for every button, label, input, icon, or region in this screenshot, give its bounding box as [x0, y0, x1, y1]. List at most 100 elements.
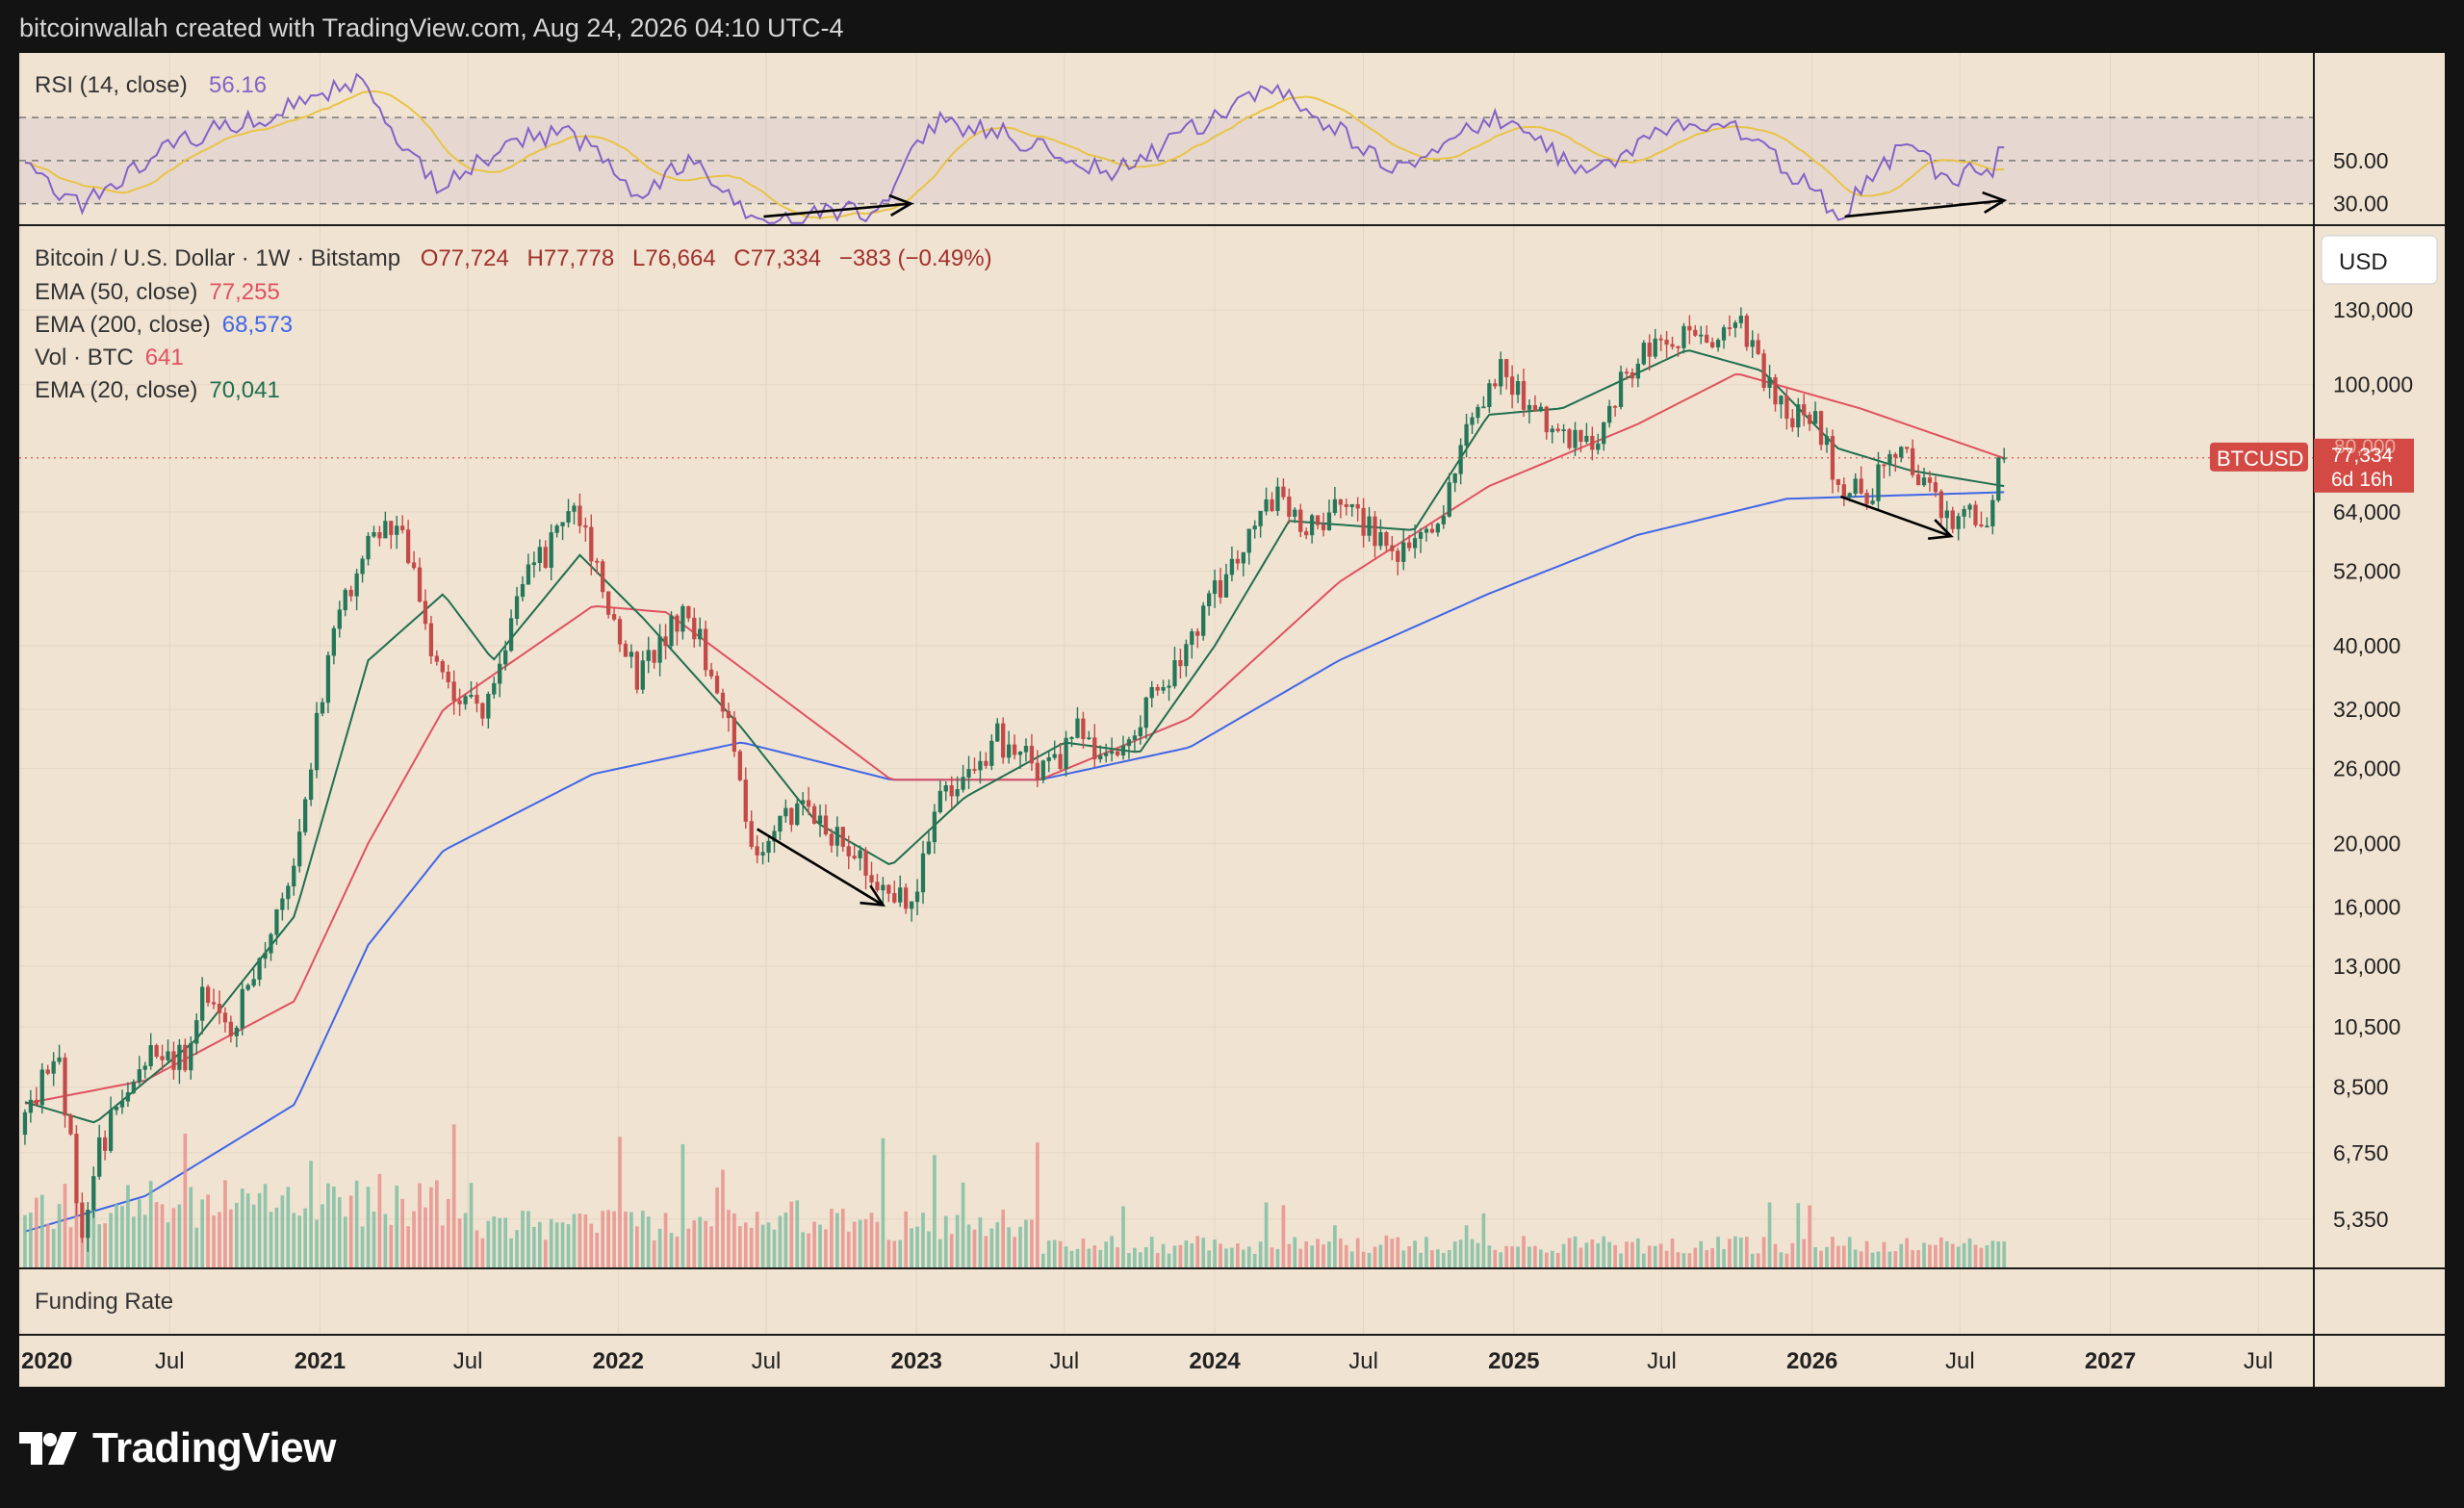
- volume-bar: [1653, 1245, 1657, 1268]
- volume-bar: [1950, 1243, 1955, 1268]
- tradingview-logo[interactable]: TradingView: [19, 1424, 336, 1472]
- candle-body: [22, 1112, 28, 1136]
- volume-bar: [1499, 1252, 1503, 1268]
- candle-body: [1092, 737, 1097, 760]
- price-tick-label: 20,000: [2333, 831, 2400, 856]
- candle-body: [1973, 504, 1978, 525]
- candle-body: [1504, 359, 1509, 377]
- volume-bar: [1859, 1251, 1863, 1268]
- volume-bar: [933, 1155, 937, 1268]
- volume-bar: [1040, 1253, 1045, 1268]
- volume-bar: [801, 1232, 806, 1268]
- volume-bar: [1510, 1246, 1514, 1268]
- volume-bar: [652, 1240, 656, 1268]
- candle-body: [446, 671, 450, 682]
- volume-bar: [1138, 1252, 1142, 1268]
- currency-button[interactable]: USD: [2321, 235, 2438, 285]
- candle-body: [766, 840, 771, 854]
- volume-bar: [1853, 1249, 1858, 1268]
- volume-bar: [830, 1209, 834, 1268]
- volume-bar: [126, 1185, 130, 1268]
- volume-bar: [955, 1214, 960, 1268]
- tradingview-logo-text: TradingView: [92, 1424, 336, 1471]
- candle-body: [1555, 428, 1560, 432]
- candle-body: [1109, 751, 1115, 754]
- candle-body: [428, 623, 434, 657]
- volume-bar: [1064, 1246, 1068, 1268]
- candle-body: [292, 865, 296, 887]
- volume-bar: [1899, 1243, 1904, 1268]
- candle-body: [1532, 405, 1538, 412]
- candle-body: [1378, 532, 1383, 547]
- indicator-legend: EMA (200, close) 68,573: [35, 312, 293, 338]
- indicator-name: Vol · BTC: [35, 345, 134, 371]
- volume-bar: [1087, 1248, 1091, 1268]
- candle-body: [142, 1065, 147, 1070]
- volume-bar: [737, 1226, 742, 1268]
- volume-bar: [1630, 1241, 1634, 1268]
- volume-bar: [783, 1213, 788, 1268]
- volume-bar: [669, 1233, 674, 1268]
- candle-body: [1190, 631, 1194, 645]
- volume-bar: [63, 1184, 67, 1268]
- volume-bar: [1522, 1236, 1526, 1268]
- volume-bar: [1149, 1237, 1154, 1268]
- volume-bar: [383, 1214, 388, 1268]
- volume-bar: [1784, 1253, 1789, 1268]
- candle-body: [743, 780, 748, 822]
- volume-bar: [418, 1183, 422, 1268]
- candle-body: [1761, 353, 1766, 388]
- volume-bar: [1178, 1244, 1183, 1268]
- candle-body: [1602, 422, 1606, 445]
- volume-bar: [1349, 1251, 1354, 1268]
- candle-body: [1573, 429, 1578, 448]
- volume-bar: [1452, 1241, 1457, 1268]
- volume-bar: [457, 1218, 462, 1268]
- candle-body: [1790, 418, 1795, 428]
- volume-bar: [1493, 1249, 1498, 1268]
- rsi-line: [24, 72, 2005, 224]
- volume-bar: [1527, 1246, 1531, 1268]
- candle-body: [1235, 558, 1241, 564]
- volume-bar: [1567, 1238, 1572, 1268]
- volume-bars: [23, 1124, 2007, 1268]
- candle-body: [45, 1069, 50, 1074]
- price-tick-label: 16,000: [2333, 894, 2400, 919]
- rsi-panel[interactable]: [19, 72, 2314, 224]
- volume-bar: [1825, 1246, 1829, 1268]
- candle-body: [932, 811, 937, 843]
- candle-body: [858, 850, 862, 858]
- price-candles[interactable]: [22, 307, 2007, 1252]
- volume-bar: [1979, 1247, 1984, 1268]
- volume-bar: [1699, 1240, 1704, 1268]
- volume-bar: [1916, 1249, 1920, 1268]
- candle-body: [1910, 447, 1915, 475]
- volume-bar: [1470, 1239, 1475, 1268]
- candle-body: [1538, 406, 1543, 412]
- volume-bar: [45, 1223, 50, 1268]
- ema20-line: [24, 349, 2005, 1124]
- volume-bar: [1985, 1245, 1989, 1268]
- candle-body: [1624, 371, 1630, 374]
- candle-body: [881, 884, 886, 891]
- candle-body: [526, 564, 531, 585]
- candle-body: [1052, 754, 1057, 758]
- volume-bar: [1739, 1237, 1743, 1268]
- candle-body: [749, 821, 754, 847]
- rsi-divergence-arrow: [1844, 198, 2005, 218]
- candle-body: [1012, 744, 1017, 755]
- volume-bar: [1110, 1236, 1114, 1268]
- volume-bar: [1298, 1248, 1303, 1268]
- volume-bar: [1790, 1242, 1795, 1268]
- volume-bar: [521, 1211, 525, 1268]
- candle-body: [1476, 406, 1480, 419]
- candle-body: [177, 1044, 182, 1070]
- volume-bar: [1641, 1253, 1646, 1268]
- volume-bar: [1293, 1237, 1297, 1268]
- candle-body: [492, 682, 497, 695]
- volume-bar: [949, 1234, 954, 1268]
- candle-body: [514, 596, 520, 619]
- volume-bar: [755, 1212, 759, 1268]
- volume-bar: [498, 1217, 502, 1268]
